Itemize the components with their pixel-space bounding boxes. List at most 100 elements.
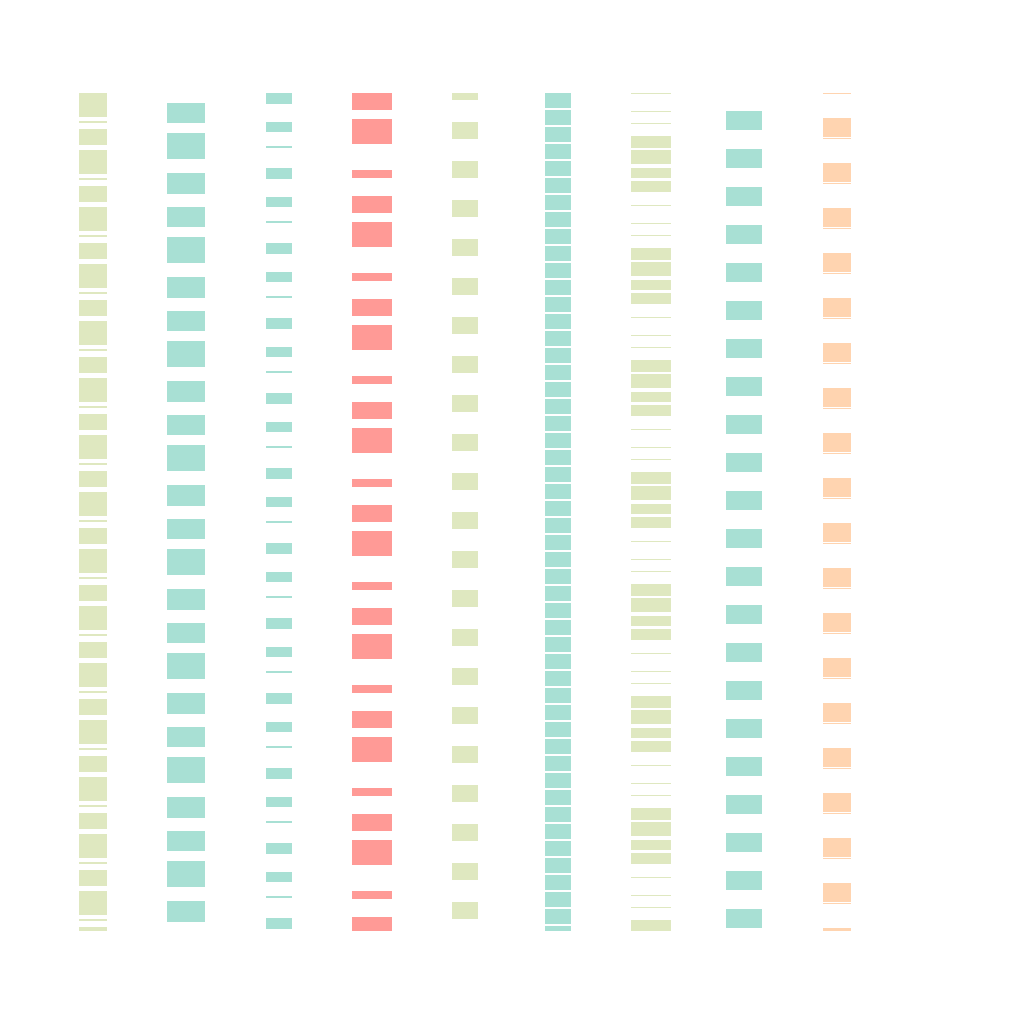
stripe: [823, 388, 851, 407]
stripe: [545, 773, 571, 788]
stripe: [545, 416, 571, 431]
stripe: [726, 871, 762, 890]
stripe: [545, 348, 571, 363]
stripe: [452, 161, 478, 178]
stripe: [823, 138, 851, 139]
stripe: [266, 272, 292, 282]
stripe: [545, 297, 571, 312]
stripe: [79, 884, 107, 886]
stripe: [79, 292, 107, 294]
stripe: [545, 875, 571, 890]
stripe: [545, 705, 571, 720]
stripe: [452, 122, 478, 139]
stripe: [631, 822, 671, 836]
stripe: [79, 471, 107, 485]
stripe: [167, 415, 205, 435]
stripe: [266, 93, 292, 104]
stripe: [823, 588, 851, 589]
stripe: [79, 129, 107, 143]
stripe: [823, 298, 851, 317]
stripe: [167, 693, 205, 714]
stripe: [726, 605, 762, 624]
stripe: [452, 707, 478, 724]
stripe: [726, 643, 762, 662]
stripe: [266, 122, 292, 132]
stripe: [167, 277, 205, 298]
stripe: [823, 478, 851, 497]
stripe: [726, 681, 762, 700]
stripe: [79, 919, 107, 921]
stripe: [167, 519, 205, 539]
stripe: [79, 834, 107, 858]
stripe: [352, 608, 392, 625]
stripe: [79, 756, 107, 770]
stripe: [352, 376, 392, 384]
stripe: [726, 111, 762, 130]
stripe: [545, 467, 571, 482]
stripe: [352, 814, 392, 831]
stripe: [79, 699, 107, 713]
stripe: [167, 173, 205, 194]
stripe: [631, 504, 671, 514]
stripe: [266, 197, 292, 207]
stripe: [79, 178, 107, 180]
stripe: [823, 453, 851, 454]
stripe: [167, 485, 205, 506]
stripe: [79, 492, 107, 516]
stripe: [79, 805, 107, 807]
stripe: [452, 434, 478, 451]
stripe: [823, 163, 851, 182]
stripe: [79, 720, 107, 744]
stripe: [79, 770, 107, 772]
stripe: [79, 243, 107, 257]
stripe: [631, 248, 671, 260]
stripe: [352, 299, 392, 316]
stripe: [726, 149, 762, 168]
stripe: [266, 422, 292, 432]
stripe: [266, 371, 292, 373]
stripe: [631, 392, 671, 402]
stripe: [352, 479, 392, 487]
stripe: [631, 683, 671, 684]
stripe: [79, 414, 107, 428]
stripe: [823, 183, 851, 184]
stripe: [352, 582, 392, 590]
stripe: [79, 257, 107, 259]
stripe: [631, 629, 671, 640]
stripe: [823, 433, 851, 452]
stripe: [545, 212, 571, 227]
stripe: [631, 877, 671, 878]
stripe: [79, 827, 107, 829]
stripe: [452, 512, 478, 529]
stripe: [167, 653, 205, 679]
stripe: [823, 228, 851, 229]
stripe: [167, 861, 205, 887]
stripe: [545, 195, 571, 210]
stripe: [545, 688, 571, 703]
stripe: [452, 356, 478, 373]
stripe: [823, 253, 851, 272]
stripe: [266, 918, 292, 929]
stripe: [631, 136, 671, 148]
stripe: [823, 658, 851, 677]
stripe: [726, 225, 762, 244]
stripe: [631, 598, 671, 612]
stripe: [352, 119, 392, 144]
stripe: [631, 111, 671, 112]
stripe: [545, 858, 571, 873]
stripe: [631, 541, 671, 542]
stripe: [631, 795, 671, 796]
stripe: [726, 339, 762, 358]
stripe: [79, 520, 107, 522]
stripe: [266, 221, 292, 223]
stripe: [631, 223, 671, 224]
stripe: [266, 347, 292, 357]
stripe: [79, 777, 107, 801]
stripe: [631, 616, 671, 626]
stripe: [545, 586, 571, 601]
stripe: [823, 838, 851, 857]
stripe: [266, 596, 292, 598]
stripe: [167, 831, 205, 851]
